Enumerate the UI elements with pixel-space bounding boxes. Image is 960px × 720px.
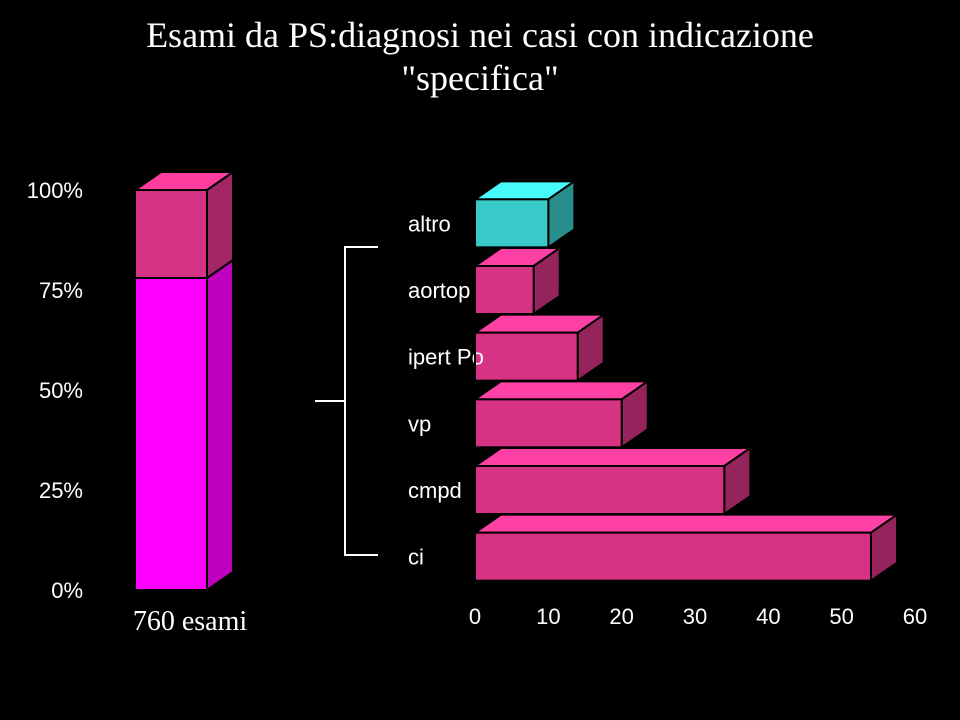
right-floor-seam <box>915 572 941 590</box>
right-xtick: 10 <box>536 604 560 629</box>
hbar-front <box>475 399 622 447</box>
left-grid-side <box>95 172 121 190</box>
right-xtick: 20 <box>609 604 633 629</box>
right-category-label: ipert Po <box>408 345 484 370</box>
bracket-outer <box>345 247 378 555</box>
left-ytick: 75% <box>39 278 83 303</box>
right-xtick: 40 <box>756 604 780 629</box>
hbar-top <box>475 515 897 533</box>
left-ytick: 100% <box>27 178 83 203</box>
hbar-top <box>475 448 750 466</box>
left-bar-front <box>135 278 207 590</box>
charts-stage: 100% 75% 50% 25% 0% 0 10 20 30 40 50 60 altro aortop i… <box>0 170 960 690</box>
right-category-label: vp <box>408 411 431 436</box>
hbar-front <box>475 533 871 581</box>
right-category-label: ci <box>408 545 424 570</box>
hbar-front <box>475 266 534 314</box>
charts-svg: 100% 75% 50% 25% 0% 0 10 20 30 40 50 60 altro aortop i… <box>0 170 960 710</box>
left-bar-front <box>135 190 207 278</box>
right-xtick: 0 <box>469 604 481 629</box>
hbar-front <box>475 333 578 381</box>
right-xtick: 60 <box>903 604 927 629</box>
hbar-front <box>475 199 548 247</box>
left-bar-side <box>207 260 233 590</box>
right-xtick: 50 <box>829 604 853 629</box>
left-ytick: 25% <box>39 478 83 503</box>
right-category-label: cmpd <box>408 478 462 503</box>
left-ytick: 0% <box>51 578 83 603</box>
slide-title: Esami da PS:diagnosi nei casi con indica… <box>0 0 960 100</box>
left-grid-side <box>95 272 121 290</box>
right-category-label: altro <box>408 211 451 236</box>
left-grid-side <box>95 572 121 590</box>
left-grid-side <box>95 372 121 390</box>
right-category-label: aortop <box>408 278 470 303</box>
right-xtick: 30 <box>683 604 707 629</box>
hbar-front <box>475 466 724 514</box>
footer-label: 760 esami <box>133 606 248 637</box>
hbar-top <box>475 381 648 399</box>
left-grid-side <box>95 472 121 490</box>
title-line-1: Esami da PS:diagnosi nei casi con indica… <box>146 15 814 55</box>
title-line-2: "specifica" <box>401 58 558 98</box>
left-ytick: 50% <box>39 378 83 403</box>
